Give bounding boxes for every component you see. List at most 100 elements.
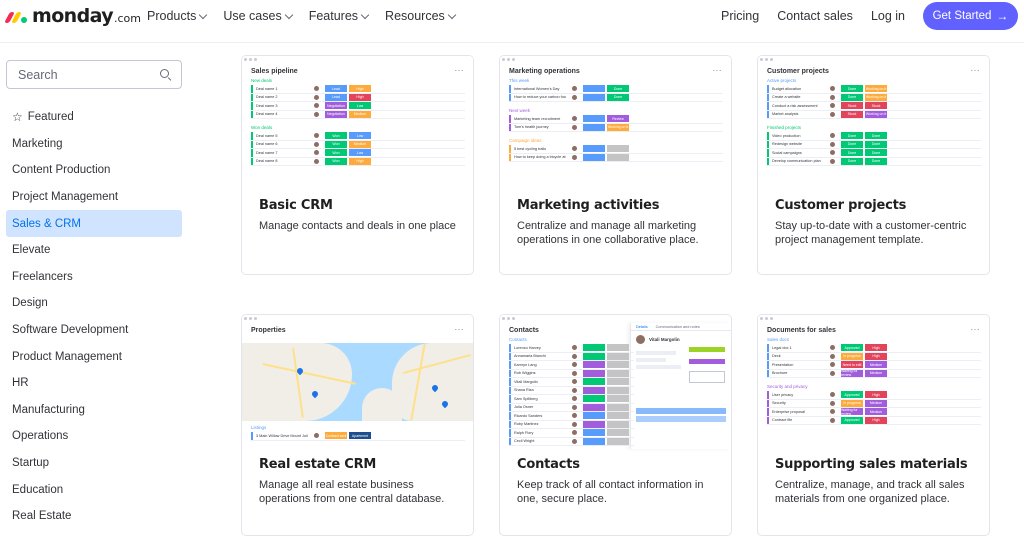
row-name: International Women's Day	[514, 86, 560, 91]
status-cell	[607, 420, 629, 428]
menu-features-label: Features	[308, 9, 359, 23]
table-row: Marketing team recruitment Review	[509, 115, 723, 124]
table-row: Annamaria Bianchi	[509, 352, 634, 361]
login-link[interactable]: Log in	[870, 9, 905, 23]
status-cell: In progress	[841, 399, 863, 407]
group-table: Deal name 5 Won Low Deal name 6 Won Medium Dea…	[251, 132, 465, 166]
more-icon: ···	[454, 66, 464, 75]
avatar	[572, 387, 577, 393]
sidebar-item-manufacturing[interactable]: Manufacturing	[6, 397, 182, 424]
sidebar-item-content-production[interactable]: Content Production	[6, 157, 182, 184]
sidebar-item-elevate[interactable]: Elevate	[6, 237, 182, 264]
table-row: Ricardo Sanders	[509, 412, 634, 421]
table-row: Conduct a risk assessment Stuck Stuck	[767, 102, 981, 111]
status-cell: Done	[841, 132, 863, 140]
table-row: Enterprise proposal Waiting for review Med…	[767, 408, 981, 417]
sidebar-item-real-estate[interactable]: Real Estate	[6, 503, 182, 530]
status-cell: Working on it	[865, 110, 887, 118]
table-row: Tom's health journey Working on it	[509, 123, 723, 132]
status-cell: Medium	[349, 110, 371, 118]
sidebar-item-sales-crm[interactable]: Sales & CRM	[6, 210, 182, 237]
chevron-down-icon	[360, 10, 370, 19]
table-row: Deal name 1 Lead High	[251, 85, 465, 94]
get-started-button[interactable]: Get Started →	[923, 2, 1018, 30]
status-cell: High	[865, 416, 887, 424]
status-cell	[607, 344, 629, 352]
avatar	[636, 335, 645, 344]
card-title: Real estate CRM	[259, 457, 377, 472]
avatar	[830, 353, 835, 359]
more-icon: ···	[970, 325, 980, 334]
preview-title: Sales pipeline	[251, 68, 298, 75]
template-card-basic-crm[interactable]: Sales pipeline ··· New deals Deal name 1 L…	[241, 55, 474, 275]
row-name: Sam Spillberg	[514, 396, 538, 401]
template-card-customer-projects[interactable]: Customer projects ··· Active projects Bud…	[757, 55, 990, 275]
card-title: Contacts	[517, 457, 580, 472]
status-cell: Low	[349, 102, 371, 110]
more-icon: ···	[454, 325, 464, 334]
sidebar-item-startup[interactable]: Startup	[6, 450, 182, 477]
contact-sales-link[interactable]: Contact sales	[777, 9, 853, 23]
group-label: New deals	[251, 78, 273, 83]
sidebar-item-education[interactable]: Education	[6, 476, 182, 503]
sidebar-item-hr[interactable]: HR	[6, 370, 182, 397]
sidebar-item-software-development[interactable]: Software Development	[6, 317, 182, 344]
avatar	[314, 111, 319, 117]
sidebar-item-freelancers[interactable]: Freelancers	[6, 264, 182, 291]
row-name: Create a website	[772, 95, 801, 100]
template-card-contacts[interactable]: Contacts Details Communication and notes…	[499, 314, 732, 536]
status-cell: Done	[841, 85, 863, 93]
sidebar-item-label: Operations	[12, 430, 69, 443]
status-cell: Approved	[841, 344, 863, 352]
sidebar-item-design[interactable]: Design	[6, 290, 182, 317]
status-cell: High	[349, 157, 371, 165]
avatar	[830, 400, 835, 406]
row-name: Deal name 7	[256, 150, 278, 155]
search-icon[interactable]	[160, 69, 172, 82]
table-row: Deal name 5 Won Low	[251, 132, 465, 141]
nav-actions: Pricing Contact sales Log in Get Started…	[721, 0, 1018, 32]
row-name: Ralph Flory	[514, 430, 534, 435]
menu-products[interactable]: Products	[147, 9, 208, 23]
sidebar-item-label: Freelancers	[12, 270, 73, 283]
avatar	[572, 94, 577, 100]
status-cell: Contract sent	[325, 432, 347, 440]
sidebar-item-featured[interactable]: ☆ Featured	[6, 104, 182, 131]
search-input[interactable]	[18, 67, 148, 82]
avatar	[314, 103, 319, 109]
status-cell: Done	[841, 149, 863, 157]
sidebar-item-product-management[interactable]: Product Management	[6, 343, 182, 370]
menu-resources[interactable]: Resources	[385, 9, 457, 23]
row-name: User privacy	[772, 392, 794, 397]
search-box[interactable]	[6, 60, 182, 89]
sidebar-item-label: Content Production	[12, 164, 111, 177]
sidebar-item-project-management[interactable]: Project Management	[6, 184, 182, 211]
table-row: How to keep doing a bicycle at a	[509, 153, 723, 162]
avatar	[314, 158, 319, 164]
row-name: Security	[772, 401, 786, 406]
template-card-real-estate-crm[interactable]: Properties ··· Listings 3 Main Willow Dri…	[241, 314, 474, 536]
monday-logo[interactable]: monday .com	[4, 4, 142, 28]
group-table: Budget allocation Done Working on it Create…	[767, 85, 981, 119]
sidebar-item-operations[interactable]: Operations	[6, 423, 182, 450]
menu-use-cases[interactable]: Use cases	[223, 9, 293, 23]
avatar	[572, 379, 577, 385]
nav-divider	[0, 42, 1024, 43]
sidebar-item-label: Manufacturing	[12, 403, 85, 416]
status-cell: Working on it	[865, 93, 887, 101]
menu-features[interactable]: Features	[308, 9, 370, 23]
avatar	[572, 421, 577, 427]
table-row: Cecil Wright	[509, 437, 634, 446]
logo-suffix: .com	[114, 11, 142, 25]
sidebar-item-marketing[interactable]: Marketing	[6, 131, 182, 158]
avatar	[830, 158, 835, 164]
pricing-link[interactable]: Pricing	[720, 9, 760, 23]
row-name: Deal name 8	[256, 159, 278, 164]
template-card-marketing-activities[interactable]: Marketing operations ··· This week Intern…	[499, 55, 732, 275]
template-card-supporting-sales-materials[interactable]: Documents for sales ··· Sales docs Legal …	[757, 314, 990, 536]
status-cell	[607, 437, 629, 445]
template-preview: Marketing operations ··· This week Intern…	[500, 56, 731, 190]
status-cell: Done	[865, 132, 887, 140]
chevron-down-icon	[447, 10, 457, 19]
status-cell: Review	[607, 115, 629, 123]
